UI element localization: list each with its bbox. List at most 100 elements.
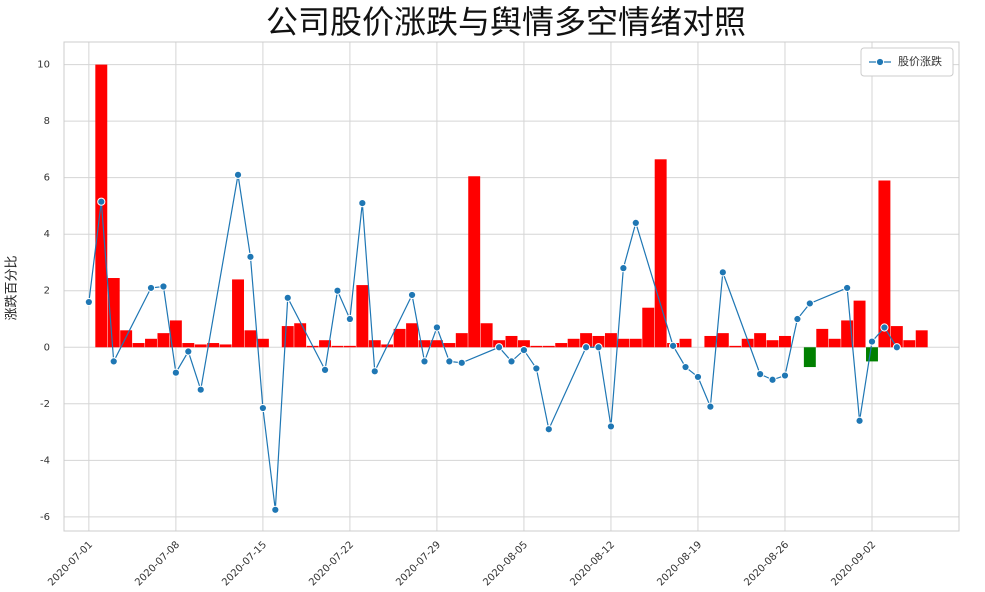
legend-marker <box>875 57 885 67</box>
point <box>855 416 864 425</box>
bar <box>455 333 468 348</box>
point <box>271 505 280 514</box>
point <box>494 343 504 352</box>
bar <box>604 333 617 348</box>
point <box>457 358 466 367</box>
point <box>333 286 342 295</box>
bar <box>430 340 443 348</box>
bar <box>567 338 580 348</box>
point <box>84 297 93 307</box>
point <box>171 368 180 377</box>
bar <box>468 176 481 348</box>
point <box>233 170 243 179</box>
y-tick-label: 4 <box>44 229 50 240</box>
bar <box>704 335 717 348</box>
y-tick-label: -4 <box>40 455 50 466</box>
point <box>867 337 877 346</box>
bar <box>841 320 854 348</box>
bar <box>182 343 195 348</box>
bar <box>244 330 257 348</box>
bar <box>530 345 543 348</box>
x-tick-label: 2020-08-12 <box>568 539 617 588</box>
point <box>756 370 765 379</box>
bar <box>169 320 182 348</box>
point <box>706 402 715 411</box>
bar <box>517 340 530 348</box>
point <box>109 357 118 366</box>
point <box>283 293 292 302</box>
y-tick-label: 6 <box>44 173 50 184</box>
point <box>631 218 640 228</box>
bar <box>356 285 369 348</box>
x-tick-label: 2020-07-15 <box>220 539 269 588</box>
point <box>532 364 541 373</box>
bar <box>331 345 344 348</box>
bar <box>915 330 928 348</box>
point <box>420 357 429 366</box>
point <box>780 371 790 380</box>
point <box>544 425 553 434</box>
point <box>445 357 454 366</box>
x-tick-label: 2020-07-29 <box>394 539 443 588</box>
bar <box>853 300 866 348</box>
point <box>97 197 106 206</box>
x-tick-label: 2020-07-08 <box>133 539 182 588</box>
point <box>768 375 777 384</box>
bar <box>343 345 356 348</box>
y-axis-label: 涨跌百分比 <box>4 255 20 320</box>
point <box>345 314 355 324</box>
y-tick-label: -2 <box>40 399 50 410</box>
y-tick-label: 8 <box>44 116 50 127</box>
bar <box>828 338 841 348</box>
bar <box>256 338 269 348</box>
bar <box>592 335 605 348</box>
y-tick-label: 2 <box>44 286 50 297</box>
point <box>407 290 417 300</box>
point <box>320 365 330 374</box>
bar <box>157 333 170 348</box>
bar <box>219 344 232 348</box>
bar <box>866 347 878 362</box>
bar <box>194 344 207 348</box>
x-tick-label: 2020-09-02 <box>829 539 878 588</box>
point <box>668 341 678 350</box>
point <box>146 283 156 293</box>
x-tick-label: 2020-08-19 <box>655 539 704 588</box>
bar <box>679 338 692 348</box>
bar <box>741 338 754 348</box>
point <box>718 268 727 277</box>
bar <box>816 328 829 348</box>
point <box>519 345 529 355</box>
bar <box>107 278 120 348</box>
bar <box>443 343 456 348</box>
point <box>594 343 603 352</box>
point <box>619 264 628 273</box>
x-tick-label: 2020-08-05 <box>481 539 530 588</box>
bar <box>629 338 642 348</box>
plot-frame <box>63 41 960 532</box>
point <box>196 385 205 394</box>
bar <box>878 180 891 348</box>
bar <box>654 159 667 348</box>
bar <box>580 333 593 348</box>
bar <box>393 328 406 348</box>
x-tick-label: 2020-07-22 <box>307 539 356 588</box>
point <box>432 323 442 332</box>
bar <box>903 340 916 348</box>
bar <box>803 347 816 368</box>
bar <box>406 323 419 348</box>
point <box>681 362 690 372</box>
x-tick-label: 2020-08-26 <box>742 539 791 588</box>
bar <box>890 326 903 348</box>
bar <box>716 333 729 348</box>
legend-label: 股价涨跌 <box>898 54 942 68</box>
x-tick-label: 2020-07-01 <box>46 539 95 588</box>
y-tick-label: 10 <box>37 60 50 71</box>
bar <box>505 335 518 348</box>
bar <box>642 307 655 348</box>
bar <box>294 323 307 348</box>
bar <box>754 333 767 348</box>
chart-title: 公司股价涨跌与舆情多空情绪对照 <box>266 3 746 41</box>
point <box>581 343 591 352</box>
